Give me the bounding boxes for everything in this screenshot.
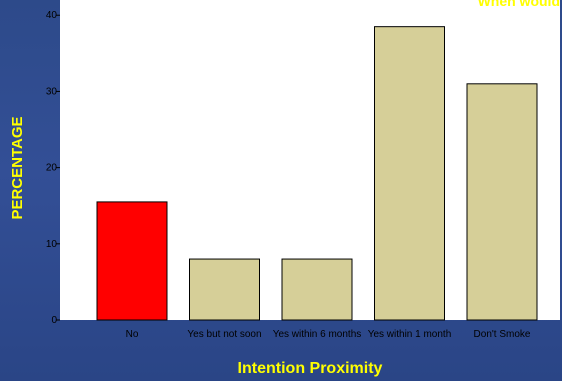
x-axis-label: Intention Proximity — [238, 360, 383, 377]
bar — [374, 26, 445, 321]
bar — [281, 258, 353, 321]
x-tick-label: Yes within 6 months — [273, 329, 362, 340]
bar — [96, 201, 168, 321]
x-tick-label: Don't Smoke — [474, 329, 531, 340]
x-axis-tick-labels: No Yes but not soon Yes within 6 months Yes… — [126, 329, 531, 340]
y-axis: 0 10 20 30 40 — [46, 10, 60, 326]
chart-title: When would — [478, 0, 560, 9]
x-tick-label: No — [126, 329, 139, 340]
y-tick-label: 20 — [46, 163, 58, 174]
y-axis-label: PERCENTAGE — [9, 116, 26, 219]
y-tick-label: 0 — [51, 315, 57, 326]
bar — [189, 258, 260, 321]
y-tick-label: 10 — [46, 239, 58, 250]
y-tick-label: 30 — [46, 86, 58, 97]
bars-group — [96, 26, 538, 321]
y-tick-label: 40 — [46, 10, 58, 21]
x-tick-label: Yes within 1 month — [368, 329, 452, 340]
x-tick-label: Yes but not soon — [187, 329, 261, 340]
bar — [466, 83, 538, 321]
